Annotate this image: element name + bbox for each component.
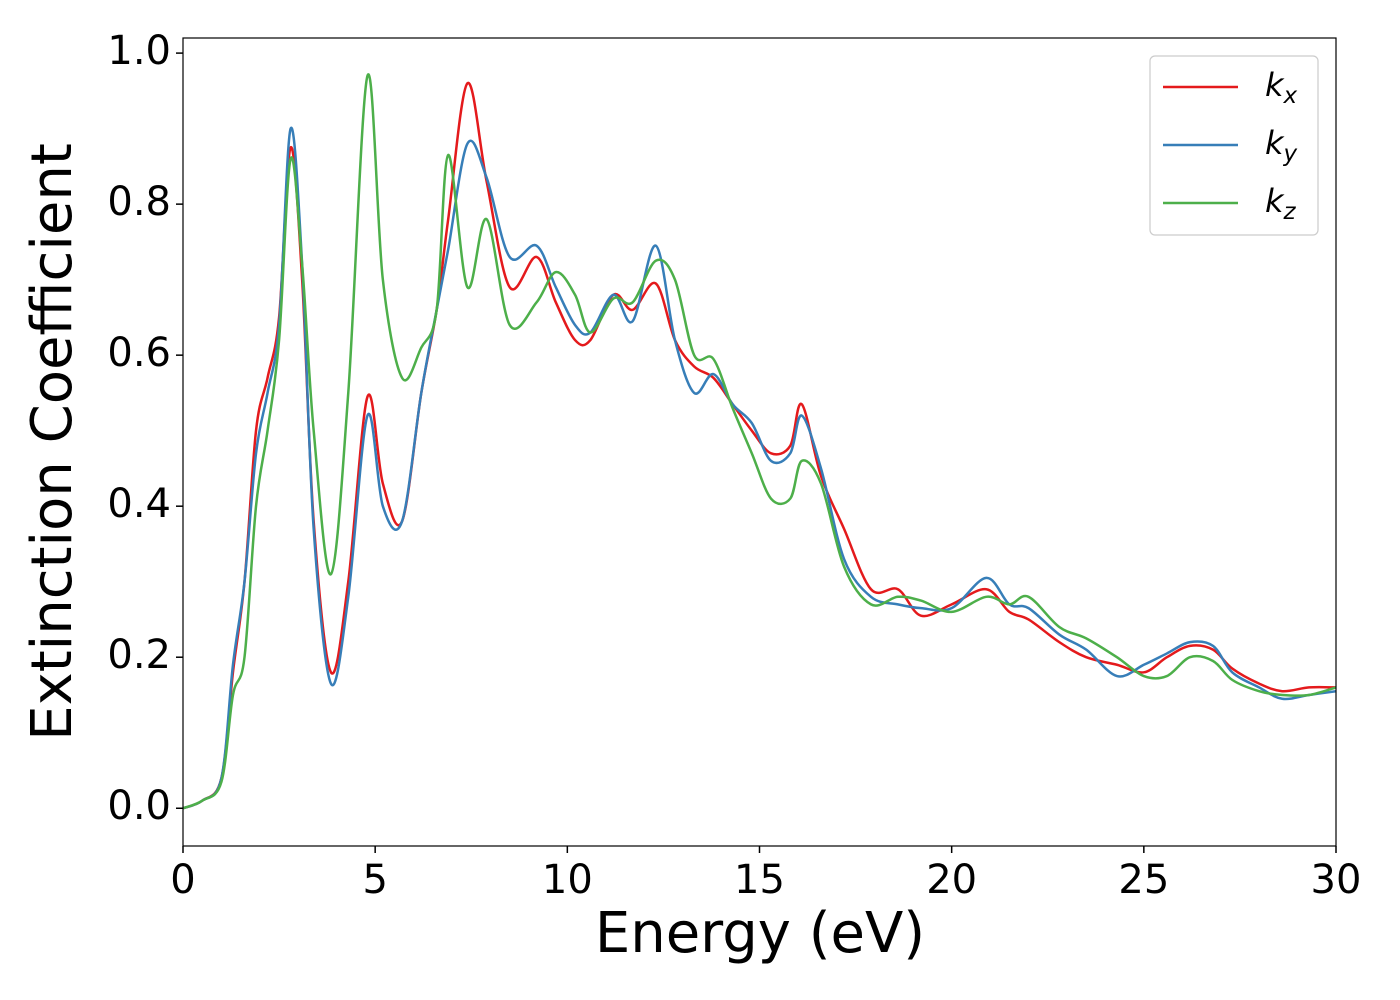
- legend-label: kz: [1265, 182, 1297, 225]
- x-tick-label: 10: [542, 857, 593, 903]
- x-tick-label: 25: [1118, 857, 1169, 903]
- y-tick-label: 0.2: [107, 632, 171, 678]
- y-tick-label: 0.4: [107, 481, 171, 527]
- y-tick-label: 0.0: [107, 783, 171, 829]
- x-tick-label: 30: [1311, 857, 1362, 903]
- data-line: [183, 126, 1336, 810]
- x-tick-label: 5: [362, 857, 387, 903]
- x-axis-label: Energy (eV): [595, 901, 925, 966]
- x-tick-label: 0: [170, 857, 195, 903]
- y-tick-label: 0.8: [107, 179, 171, 225]
- x-tick-label: 20: [926, 857, 977, 903]
- plot-frame: [182, 37, 1337, 847]
- data-line: [183, 73, 1336, 810]
- y-tick-label: 0.6: [107, 330, 171, 376]
- legend-label: kx: [1265, 66, 1298, 109]
- legend-label: ky: [1265, 124, 1298, 167]
- x-tick-label: 15: [734, 857, 785, 903]
- y-tick-label: 1.0: [107, 28, 171, 74]
- y-axis-label: Extinction Coefficient: [20, 143, 85, 741]
